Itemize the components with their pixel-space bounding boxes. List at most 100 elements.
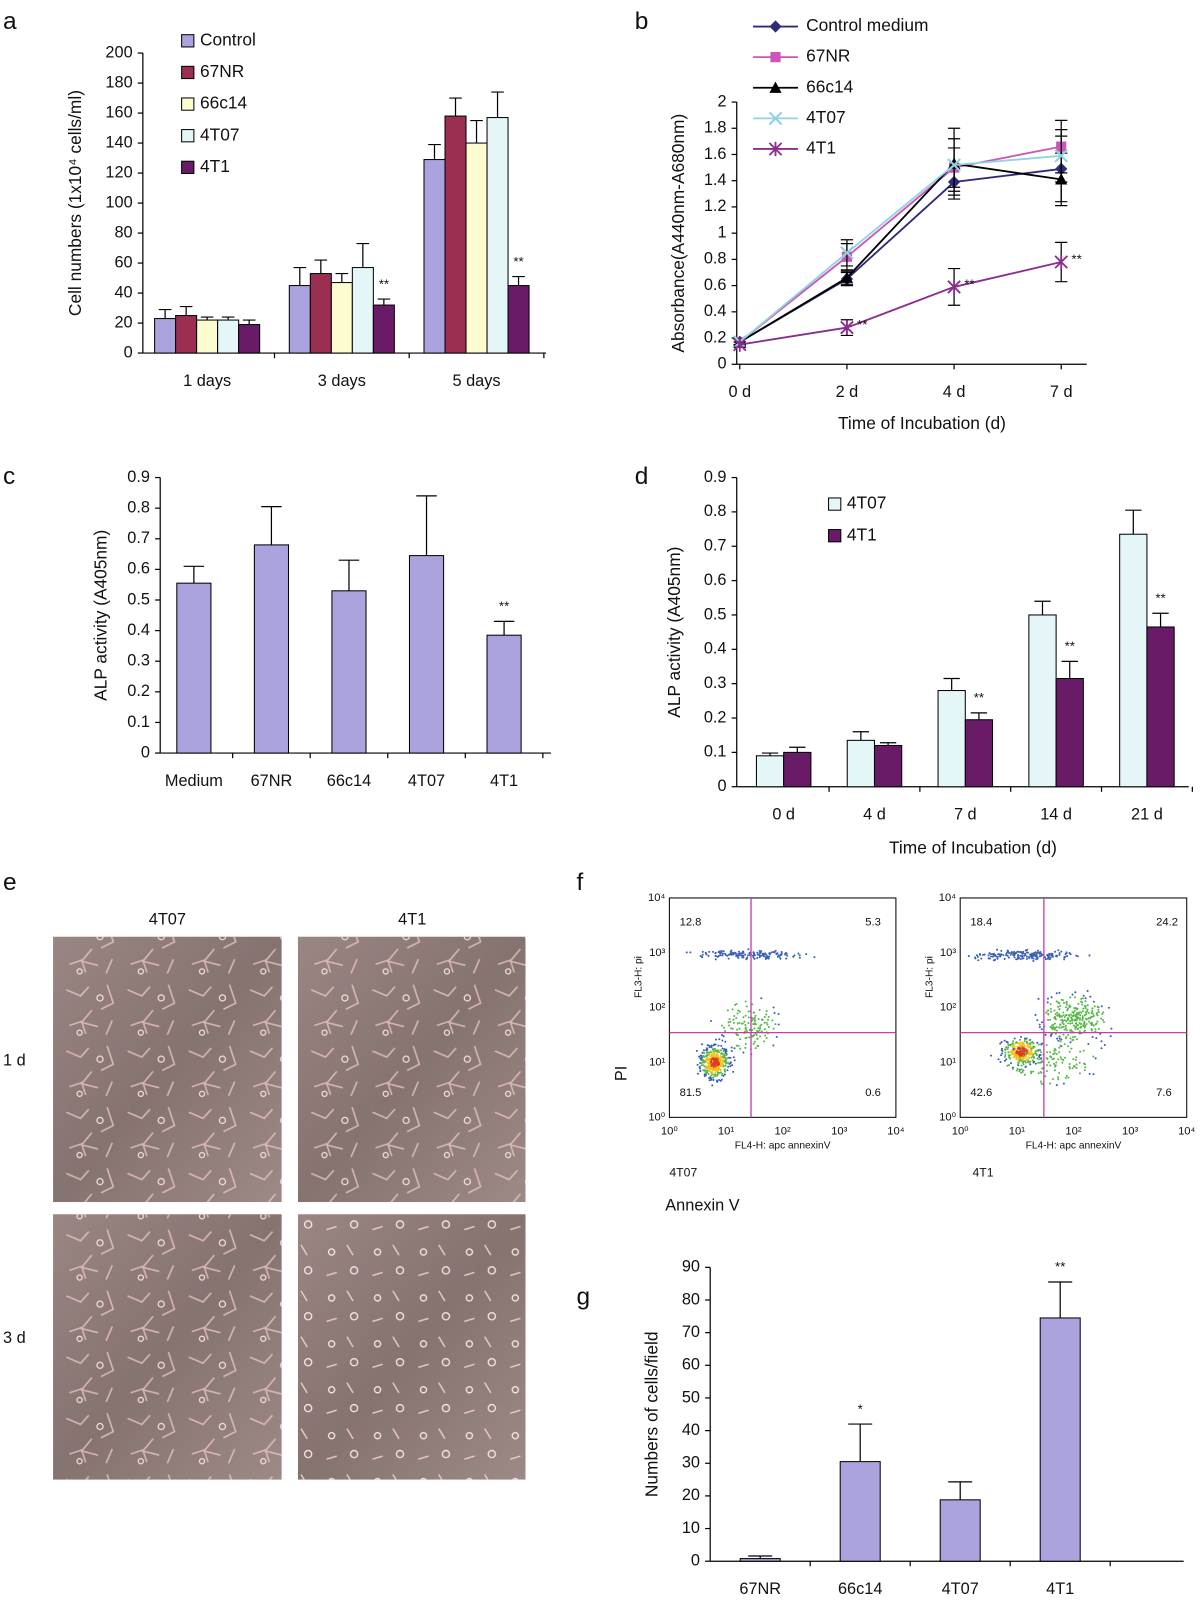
error-bar (1048, 1281, 1073, 1318)
event-dot (1028, 1042, 1031, 1045)
event-dot (1058, 1015, 1061, 1018)
event-dot (707, 1072, 710, 1075)
flow-x-label: FL4-H: apc annexinV (1026, 1141, 1122, 1152)
event-dot (1062, 1011, 1065, 1014)
event-dot (727, 1021, 730, 1024)
event-dot (1058, 1037, 1061, 1040)
event-dot (1082, 1007, 1085, 1010)
error-bar (293, 266, 307, 286)
y-tick-label: 90 (682, 1258, 700, 1276)
event-dot (762, 955, 765, 958)
event-dot (1103, 1043, 1106, 1047)
event-dot (758, 956, 761, 959)
event-dot (1073, 1009, 1076, 1012)
event-dot (724, 952, 727, 955)
event-dot (738, 1027, 741, 1030)
event-dot (752, 956, 755, 959)
event-dot (983, 953, 986, 956)
event-dot (753, 1040, 756, 1043)
event-dot (1107, 1006, 1110, 1009)
event-dot (1024, 1065, 1027, 1068)
event-dot (1057, 1076, 1060, 1079)
y-tick-label: 1.6 (704, 145, 727, 163)
flow-y-title: PI (613, 1066, 631, 1081)
flow-x-tick: 10⁴ (1178, 1126, 1195, 1138)
event-dot (716, 1066, 719, 1069)
error-bar (377, 298, 391, 306)
event-dot (1003, 1059, 1006, 1062)
event-dot (1022, 1058, 1025, 1061)
event-dot (1013, 956, 1016, 959)
event-dot (715, 1058, 718, 1061)
event-dot (989, 955, 993, 958)
event-dot (1063, 1028, 1066, 1031)
event-dot (706, 1060, 709, 1064)
event-dot (1037, 951, 1040, 954)
event-dot (704, 1070, 707, 1073)
bar (839, 1461, 881, 1562)
event-dot (1006, 954, 1009, 957)
legend-swatch (181, 34, 195, 48)
event-dot (1021, 1053, 1024, 1056)
error-bar (512, 275, 525, 286)
event-dot (689, 951, 692, 954)
event-dot (1015, 951, 1018, 954)
event-dot (1046, 1064, 1049, 1067)
event-dot (1039, 1054, 1042, 1057)
legend-swatch (181, 160, 195, 174)
event-dot (747, 948, 750, 951)
event-dot (766, 1018, 769, 1021)
event-dot (720, 1024, 724, 1027)
event-dot (1040, 1028, 1043, 1031)
error-bar (970, 712, 988, 720)
event-dot (1011, 1053, 1014, 1056)
event-dot (748, 1036, 751, 1039)
event-dot (728, 953, 731, 956)
event-dot (765, 953, 768, 956)
x-tick-label: 4T07 (942, 1580, 979, 1598)
bar (154, 318, 177, 354)
event-dot (730, 953, 733, 956)
event-dot (1037, 1043, 1040, 1046)
legend-label: 67NR (806, 46, 850, 66)
event-dot (725, 1062, 728, 1065)
event-dot (725, 1054, 728, 1057)
event-dot (730, 1046, 733, 1049)
event-dot (737, 950, 740, 953)
event-dot (714, 1069, 717, 1072)
x-tick-label: 4T1 (1046, 1580, 1074, 1598)
event-dot (1038, 1026, 1041, 1029)
event-dot (709, 1076, 712, 1079)
event-dot (798, 956, 801, 959)
error-bar (1061, 660, 1078, 679)
legend-label: Control (200, 29, 256, 49)
bar (739, 1558, 781, 1562)
event-dot (1062, 1023, 1065, 1026)
event-dot (977, 959, 980, 962)
event-dot (712, 1073, 715, 1076)
event-dot (1008, 951, 1011, 955)
bar (1119, 533, 1148, 788)
event-dot (708, 1059, 711, 1062)
event-dot (1063, 1019, 1066, 1022)
event-dot (1030, 1070, 1033, 1073)
event-dot (1040, 1021, 1043, 1024)
event-dot (1069, 1037, 1072, 1040)
event-dot (1083, 1014, 1086, 1017)
event-dot (1013, 1049, 1016, 1052)
event-dot (745, 958, 748, 961)
event-dot (721, 1047, 724, 1050)
event-dot (711, 1047, 714, 1050)
y-tick-label: 30 (682, 1454, 700, 1472)
event-dot (1093, 1005, 1096, 1008)
event-dot (1025, 951, 1029, 954)
quadrant-value: 24.2 (1156, 916, 1178, 928)
event-dot (1034, 1062, 1037, 1065)
event-dot (1058, 1046, 1061, 1049)
event-dot (727, 957, 730, 960)
event-dot (1087, 1011, 1090, 1014)
significance-mark: ** (857, 317, 867, 332)
event-dot (1022, 1050, 1025, 1053)
event-dot (1057, 1078, 1060, 1081)
event-dot (1065, 1036, 1068, 1039)
